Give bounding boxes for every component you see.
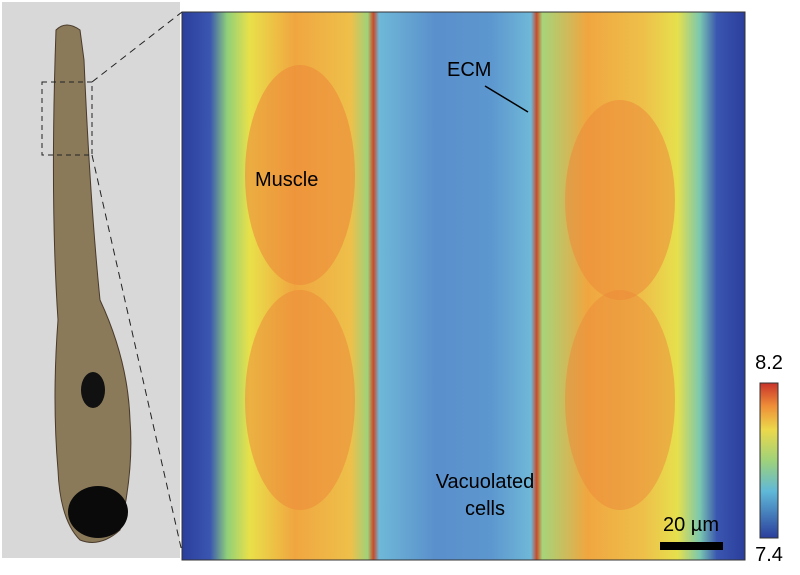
zoom-line (91, 154, 183, 553)
fish-eye (81, 372, 105, 408)
zoom-box (41, 81, 93, 156)
fish-body (52, 24, 132, 543)
muscle-region (245, 65, 355, 285)
colorbar (759, 382, 779, 539)
panel-border (181, 11, 746, 561)
scale-bar-label: 20 µm (663, 514, 719, 536)
vacuolated-label: Vacuolated (436, 471, 535, 493)
ecm-pointer (484, 85, 529, 113)
muscle-label: Muscle (255, 169, 318, 191)
colorbar-min: 7.4 (755, 544, 783, 566)
colorbar-max: 8.2 (755, 352, 783, 374)
muscle-region (565, 100, 675, 300)
fish-yolk (68, 486, 128, 538)
vacuolated-label: cells (465, 498, 505, 520)
ecm-label: ECM (447, 59, 491, 81)
muscle-region (565, 290, 675, 510)
scale-bar (660, 542, 723, 550)
muscle-region (245, 290, 355, 510)
